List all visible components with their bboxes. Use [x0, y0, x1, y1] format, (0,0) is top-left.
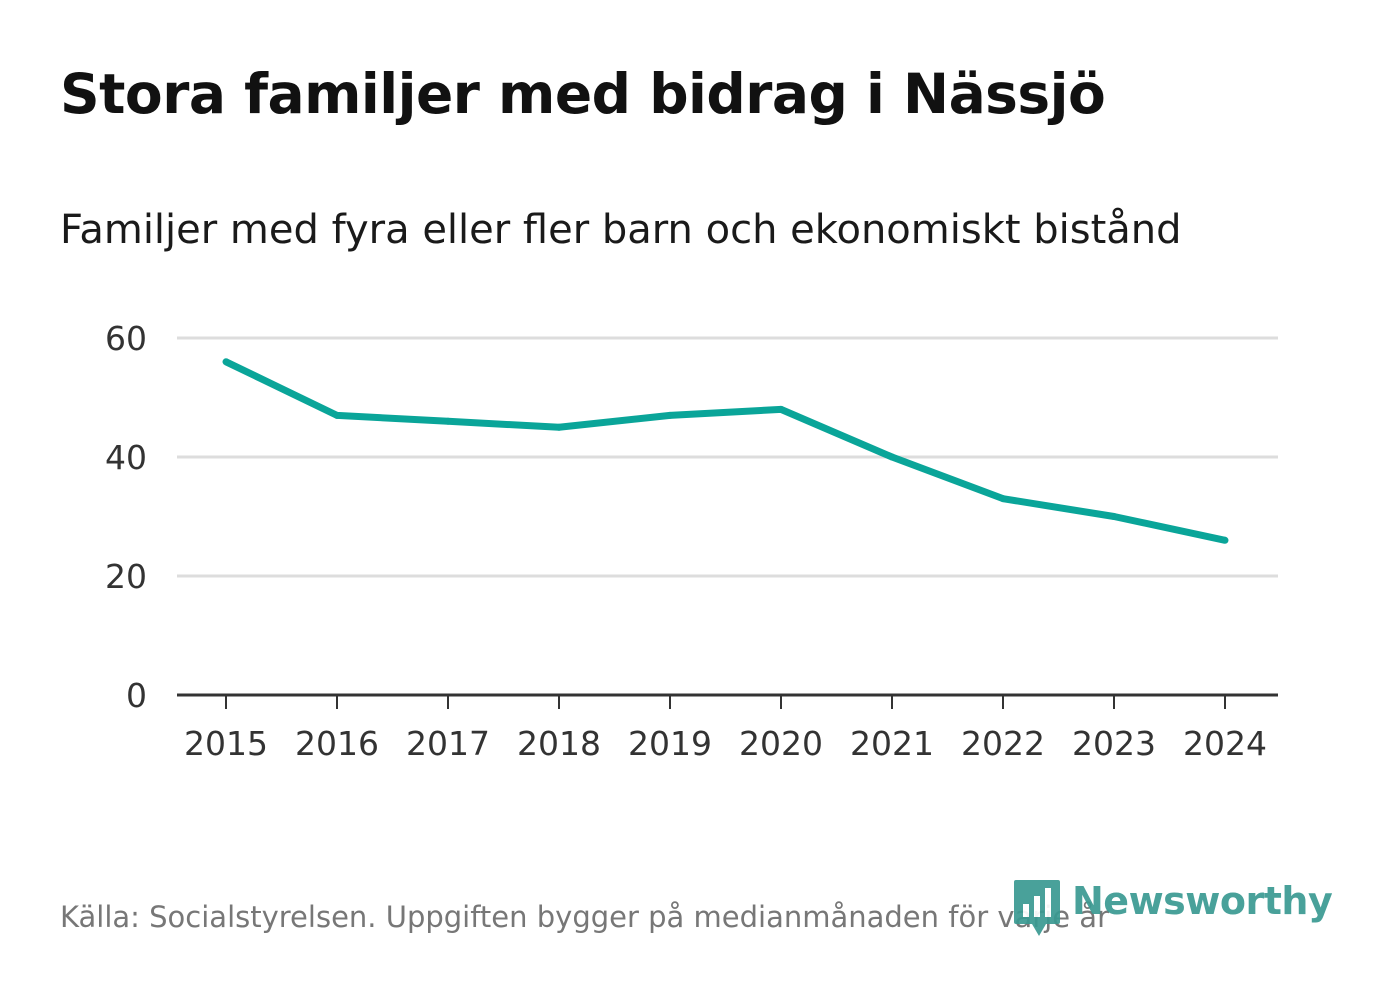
- data-point-2017: [444, 417, 452, 425]
- x-tick-label: 2017: [406, 724, 490, 763]
- x-tick-label: 2019: [628, 724, 712, 763]
- y-tick-label: 40: [105, 438, 147, 477]
- data-point-2018: [555, 423, 563, 431]
- data-point-2021: [888, 453, 896, 461]
- x-tick-label: 2021: [850, 724, 934, 763]
- x-tick-label: 2024: [1183, 724, 1267, 763]
- data-point-2024: [1221, 536, 1229, 544]
- bar-chart-logo-icon: [1014, 880, 1060, 936]
- source-note: Källa: Socialstyrelsen. Uppgiften bygger…: [60, 900, 1109, 934]
- data-point-2022: [999, 495, 1007, 503]
- brand-logo: Newsworthy: [1012, 878, 1333, 942]
- data-point-2019: [666, 411, 674, 419]
- y-axis-ticks: 0 20 40 60: [105, 319, 147, 715]
- chart-title: Stora familjer med bidrag i Nässjö: [60, 62, 1106, 126]
- y-tick-label: 60: [105, 319, 147, 358]
- y-tick-label: 0: [126, 676, 147, 715]
- gridlines: [177, 336, 1278, 578]
- data-point-2015: [222, 358, 230, 366]
- x-tick-label: 2018: [517, 724, 601, 763]
- brand-name: Newsworthy: [1072, 879, 1333, 923]
- x-tick-label: 2023: [1072, 724, 1156, 763]
- x-tick-label: 2015: [184, 724, 268, 763]
- x-axis-ticks: 2015 2016 2017 2018 2019 2020 2021 2022 2023 2024: [184, 695, 1267, 763]
- x-tick-label: 2016: [295, 724, 379, 763]
- x-tick-label: 2022: [961, 724, 1045, 763]
- x-tick-label: 2020: [739, 724, 823, 763]
- data-point-2016: [333, 411, 341, 419]
- data-point-2023: [1110, 513, 1118, 520]
- chart-subtitle: Familjer med fyra eller fler barn och ek…: [60, 207, 1182, 253]
- series-line: [224, 358, 1226, 544]
- y-tick-label: 20: [105, 557, 147, 596]
- series-layer: [222, 358, 1229, 544]
- data-point-2020: [777, 405, 785, 413]
